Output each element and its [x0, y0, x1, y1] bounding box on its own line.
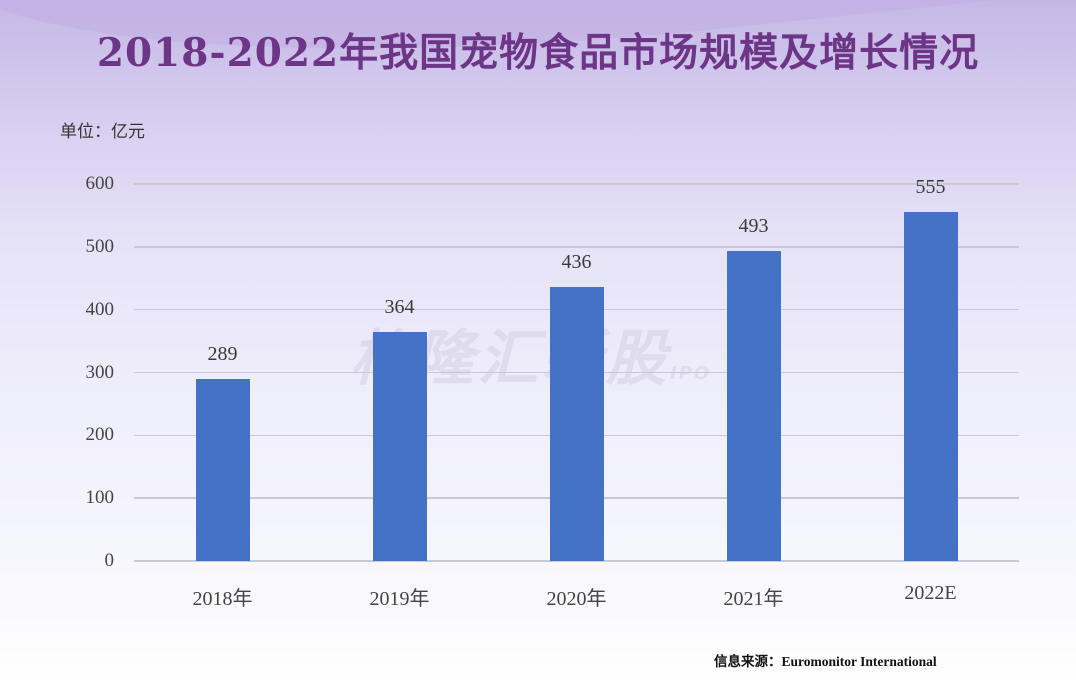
- y-tick-label: 0: [104, 550, 115, 571]
- chart-title: 2018-2022年我国宠物食品市场规模及增长情况: [96, 30, 980, 76]
- x-axis-line: [134, 560, 1019, 562]
- y-tick-label: 100: [85, 487, 115, 509]
- y-tick-label: 200: [85, 424, 115, 446]
- watermark-sub: IPO: [670, 363, 712, 384]
- y-tick-label: 600: [85, 173, 115, 194]
- bar-value-label: 493: [738, 215, 769, 238]
- x-tick-label: 2019年: [369, 588, 430, 610]
- x-tick-label: 2020年: [546, 588, 607, 610]
- y-tick-label: 500: [85, 235, 115, 257]
- bar-value-label: 364: [384, 296, 415, 319]
- x-tick-label: 2021年: [723, 588, 784, 610]
- source-note: 信息来源：Euromonitor International: [714, 654, 937, 669]
- bar-value-label: 436: [561, 251, 592, 274]
- bar-2022E: [903, 212, 958, 561]
- y-tick-label: 400: [85, 298, 115, 320]
- y-tick-label: 300: [85, 361, 115, 383]
- x-tick-label: 2018年: [192, 588, 253, 610]
- bar-2019年: [372, 332, 427, 561]
- gridline: [134, 246, 1019, 248]
- gridline: [134, 183, 1019, 185]
- bar-2021年: [726, 251, 781, 561]
- bar-value-label: 555: [915, 176, 946, 199]
- x-tick-label: 2022E: [904, 582, 957, 604]
- unit-label: 单位：亿元: [60, 122, 145, 141]
- bar-value-label: 289: [207, 343, 238, 366]
- bar-2018年: [195, 379, 250, 561]
- bar-2020年: [549, 287, 604, 561]
